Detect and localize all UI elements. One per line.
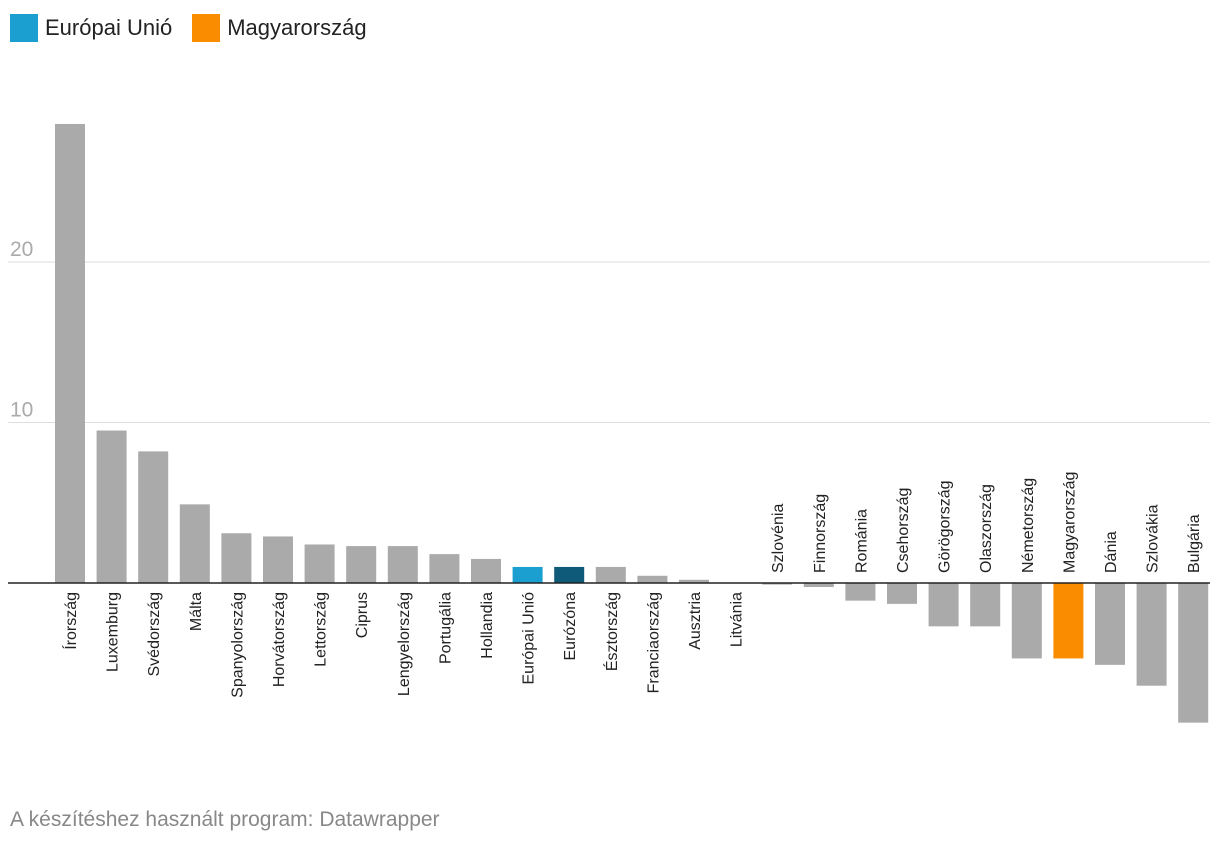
bar-ausztria (679, 579, 709, 583)
x-label-dania: Dánia (1103, 531, 1120, 573)
legend-label-hungary: Magyarország (227, 15, 367, 40)
x-label-eurozona: Eurózóna (562, 592, 579, 661)
bar-eurozona (554, 566, 585, 583)
y-tick-label-10: 10 (10, 399, 33, 422)
legend-item-eu[interactable]: Európai Unió (10, 14, 172, 42)
x-label-spanyolorszag: Spanyolország (229, 592, 246, 698)
bar-svedorszag (138, 451, 169, 583)
x-label-finnorszag: Finnország (812, 494, 829, 573)
bar-dania (1095, 583, 1125, 665)
bar-ciprus (346, 546, 377, 583)
x-label-ciprus: Ciprus (354, 592, 371, 638)
bar-olaszorszag (970, 583, 1001, 627)
bar-luxemburg (96, 430, 127, 583)
x-label-portugalia: Portugália (437, 592, 454, 664)
legend-swatch-eu (10, 14, 38, 42)
x-label-lettorszag: Lettország (313, 592, 330, 667)
x-label-ausztria: Ausztria (687, 592, 704, 650)
bar-nemetorszag (1011, 583, 1042, 659)
x-label-olaszorszag: Olaszország (978, 484, 995, 573)
bar-romania (845, 583, 876, 601)
bar-chart: 10 20 Írország Luxemburg Svédország Málta Span… (8, 123, 1210, 723)
x-label-horvatorszag: Horvátország (271, 592, 288, 687)
bar-horvatorszag (263, 536, 293, 583)
bar-gorogorszag (928, 583, 959, 627)
x-label-europai-unio: Európai Unió (521, 592, 538, 685)
bar-lengyelorszag (387, 546, 418, 583)
x-label-romania: Románia (853, 509, 870, 573)
legend-item-hungary[interactable]: Magyarország (192, 14, 367, 42)
bar-csehorszag (887, 583, 917, 604)
bar-szlovenia (762, 583, 793, 585)
x-label-hollandia: Hollandia (479, 592, 496, 659)
x-label-bulgaria: Bulgária (1186, 514, 1203, 573)
bar-bulgaria (1178, 583, 1209, 723)
legend-swatch-hungary (192, 14, 221, 42)
x-label-szlovenia: Szlovénia (770, 504, 787, 573)
legend-label-eu: Európai Unió (45, 15, 173, 40)
bar-finnorszag (803, 583, 834, 588)
bar-spanyolorszag (221, 533, 252, 583)
x-label-malta: Málta (188, 592, 205, 631)
bar-irorszag (55, 123, 85, 583)
y-tick-label-20: 20 (10, 238, 33, 261)
x-label-franciaorszag: Franciaország (645, 592, 662, 693)
bar-esztorszag (595, 566, 626, 583)
bar-szlovakia (1136, 583, 1167, 686)
credit-text: A készítéshez használt program: Datawrap… (10, 808, 440, 831)
bar-magyarorszag (1053, 583, 1084, 659)
x-label-luxemburg: Luxemburg (105, 592, 122, 672)
bar-franciaorszag (637, 575, 668, 583)
x-label-magyarorszag: Magyarország (1061, 472, 1078, 573)
x-label-gorogorszag: Görögország (937, 481, 954, 574)
bar-malta (179, 504, 210, 583)
x-label-csehorszag: Csehország (895, 488, 912, 573)
x-label-svedorszag: Svédország (146, 592, 163, 677)
x-label-szlovakia: Szlovákia (1145, 504, 1162, 573)
x-label-nemetorszag: Németország (1020, 478, 1037, 573)
x-label-irorszag: Írország (61, 592, 80, 650)
bar-hollandia (471, 558, 501, 583)
legend: Európai Unió Magyarország (10, 14, 367, 42)
x-label-esztorszag: Észtország (602, 592, 621, 671)
bar-lettorszag (304, 544, 335, 583)
bar-portugalia (429, 554, 460, 583)
bar-europai-unio (512, 566, 543, 583)
x-label-lengyelorszag: Lengyelország (396, 592, 413, 696)
x-label-litvania: Litvánia (729, 592, 746, 647)
